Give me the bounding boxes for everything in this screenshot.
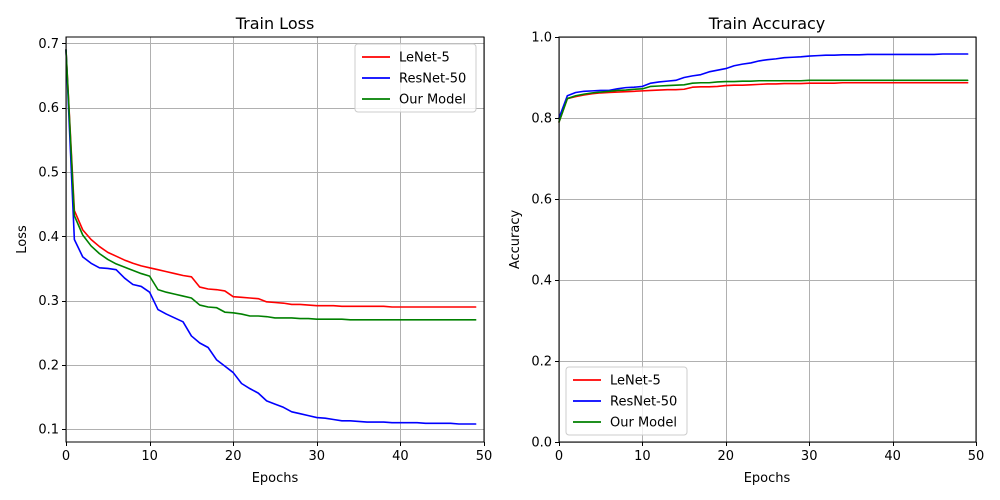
train-loss-chart: Train Loss 0 10 20 30 40 50 0.1 0.2 0.3 0.4 0.5 0.6… bbox=[15, 14, 492, 486]
y-tick-label: 0.4 bbox=[38, 230, 59, 245]
x-tick-label: 50 bbox=[476, 449, 493, 464]
y-tick-label: 0.7 bbox=[38, 37, 59, 52]
y-axis-label: Loss bbox=[15, 225, 30, 254]
ticks: 0 10 20 30 40 50 0.0 0.2 0.4 0.6 0.8 1.0 bbox=[531, 31, 984, 465]
legend-box bbox=[565, 366, 688, 436]
x-tick-label: 30 bbox=[309, 449, 326, 464]
chart-title: Train Accuracy bbox=[708, 14, 826, 33]
x-tick-label: 10 bbox=[141, 449, 158, 464]
y-tick-label: 1.0 bbox=[531, 31, 552, 46]
y-tick-label: 0.1 bbox=[38, 423, 59, 438]
legend-label-lenet-5: LeNet-5 bbox=[399, 51, 450, 66]
series-line-our-model bbox=[558, 79, 969, 123]
legend: LeNet-5 ResNet-50 Our Model bbox=[565, 366, 688, 436]
x-axis-label: Epochs bbox=[744, 471, 791, 486]
y-axis-label: Accuracy bbox=[508, 210, 523, 270]
y-tick-label: 0.6 bbox=[38, 101, 59, 116]
x-tick-label: 30 bbox=[801, 449, 818, 464]
legend-label-our-model: Our Model bbox=[610, 416, 677, 431]
x-tick-label: 40 bbox=[884, 449, 901, 464]
y-tick-label: 0.5 bbox=[38, 166, 59, 181]
y-tick-label: 0.6 bbox=[531, 193, 552, 208]
y-tick-label: 0.2 bbox=[38, 358, 59, 373]
y-tick-label: 0.8 bbox=[531, 112, 552, 127]
legend-box bbox=[354, 43, 477, 113]
x-tick-label: 0 bbox=[62, 449, 70, 464]
plot-frame bbox=[65, 36, 485, 443]
series-group bbox=[558, 53, 969, 123]
ticks: 0 10 20 30 40 50 0.1 0.2 0.3 0.4 0.5 0.6 0.7 bbox=[38, 37, 492, 464]
x-tick-label: 10 bbox=[634, 449, 651, 464]
series-line-resnet-50 bbox=[558, 53, 969, 119]
x-axis-label: Epochs bbox=[252, 471, 299, 486]
legend-label-our-model: Our Model bbox=[399, 93, 466, 108]
y-tick-label: 0.3 bbox=[38, 294, 59, 309]
legend-label-resnet-50: ResNet-50 bbox=[399, 72, 466, 87]
legend-label-resnet-50: ResNet-50 bbox=[610, 395, 677, 410]
series-line-lenet-5 bbox=[65, 49, 477, 308]
x-tick-label: 20 bbox=[718, 449, 735, 464]
x-tick-label: 20 bbox=[225, 449, 242, 464]
x-tick-label: 40 bbox=[392, 449, 409, 464]
series-group bbox=[65, 49, 477, 425]
y-tick-label: 0.0 bbox=[531, 436, 552, 451]
series-line-resnet-50 bbox=[65, 49, 477, 425]
series-line-lenet-5 bbox=[558, 81, 969, 123]
series-line-our-model bbox=[65, 49, 477, 321]
legend-label-lenet-5: LeNet-5 bbox=[610, 374, 661, 389]
y-tick-label: 0.4 bbox=[531, 274, 552, 289]
chart-title: Train Loss bbox=[235, 14, 315, 33]
x-tick-label: 50 bbox=[968, 449, 985, 464]
y-tick-label: 0.2 bbox=[531, 355, 552, 370]
legend: LeNet-5 ResNet-50 Our Model bbox=[354, 43, 477, 113]
plot-frame bbox=[558, 36, 977, 443]
x-tick-label: 0 bbox=[555, 449, 563, 464]
train-accuracy-chart: Train Accuracy 0 10 20 30 40 50 0.0 0.2 0.4 0.6 0.… bbox=[508, 14, 984, 486]
